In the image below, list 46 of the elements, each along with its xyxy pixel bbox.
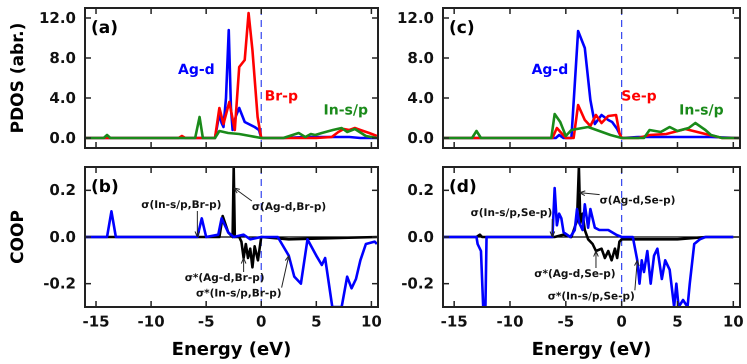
x-tick-label: 5 bbox=[672, 312, 683, 330]
x-tick-label: -15 bbox=[82, 312, 110, 330]
x-axis-title: Energy (eV) bbox=[172, 339, 292, 360]
series-label: Ag-d bbox=[178, 62, 215, 78]
annotation: σ*(In-s/p,Br-p) bbox=[196, 288, 282, 300]
y-tick-label: 12.0 bbox=[38, 8, 76, 27]
annotation: σ(In-s/p,Se-p) bbox=[470, 207, 552, 219]
x-tick-label: 5 bbox=[311, 312, 322, 330]
y-tick-label: 8.0 bbox=[49, 48, 76, 67]
annotation: σ*(In-s/p,Se-p) bbox=[548, 290, 635, 302]
annotation: (d) bbox=[449, 177, 477, 197]
x-tick-label: -10 bbox=[496, 312, 524, 330]
y-tick-label: 4.0 bbox=[49, 88, 76, 107]
y-tick-label: 0.0 bbox=[407, 128, 434, 147]
y-axis-title: PDOS (abr.) bbox=[8, 22, 28, 134]
x-tick-label: 10 bbox=[722, 312, 744, 330]
y-axis-title: COOP bbox=[8, 210, 28, 264]
series-label: Br-p bbox=[264, 88, 298, 104]
series-label: In-s/p bbox=[679, 102, 724, 118]
y-tick-label: 0.0 bbox=[49, 128, 76, 147]
series-label: Se-p bbox=[621, 88, 657, 104]
annotation: σ(In-s/p,Br-p) bbox=[141, 199, 222, 211]
x-tick-label: -5 bbox=[198, 312, 214, 330]
x-axis-title: Energy (eV) bbox=[532, 339, 652, 360]
annotation: (c) bbox=[449, 18, 475, 38]
y-tick-label: -0.2 bbox=[401, 274, 434, 292]
x-tick-label: -15 bbox=[440, 312, 468, 330]
y-tick-label: -0.2 bbox=[43, 274, 76, 292]
series-label: In-s/p bbox=[324, 102, 368, 118]
x-tick-label: -10 bbox=[138, 312, 165, 330]
x-tick-label: 10 bbox=[360, 312, 382, 330]
y-tick-label: 12.0 bbox=[396, 8, 434, 27]
y-tick-label: 0.0 bbox=[49, 228, 76, 246]
annotation: (a) bbox=[91, 18, 118, 38]
x-tick-label: 0 bbox=[256, 312, 266, 330]
annotation: (b) bbox=[91, 177, 119, 197]
y-tick-label: 0.0 bbox=[407, 228, 434, 246]
y-tick-label: 0.2 bbox=[49, 181, 76, 200]
y-tick-label: 8.0 bbox=[407, 48, 434, 67]
x-tick-label: -5 bbox=[557, 312, 574, 330]
x-tick-label: 0 bbox=[616, 312, 627, 330]
annotation: σ*(Ag-d,Se-p) bbox=[534, 268, 616, 280]
y-tick-label: 0.2 bbox=[407, 181, 434, 200]
y-tick-label: 4.0 bbox=[407, 88, 434, 107]
series-label: Ag-d bbox=[532, 62, 568, 78]
annotation: σ(Ag-d,Se-p) bbox=[600, 194, 676, 207]
